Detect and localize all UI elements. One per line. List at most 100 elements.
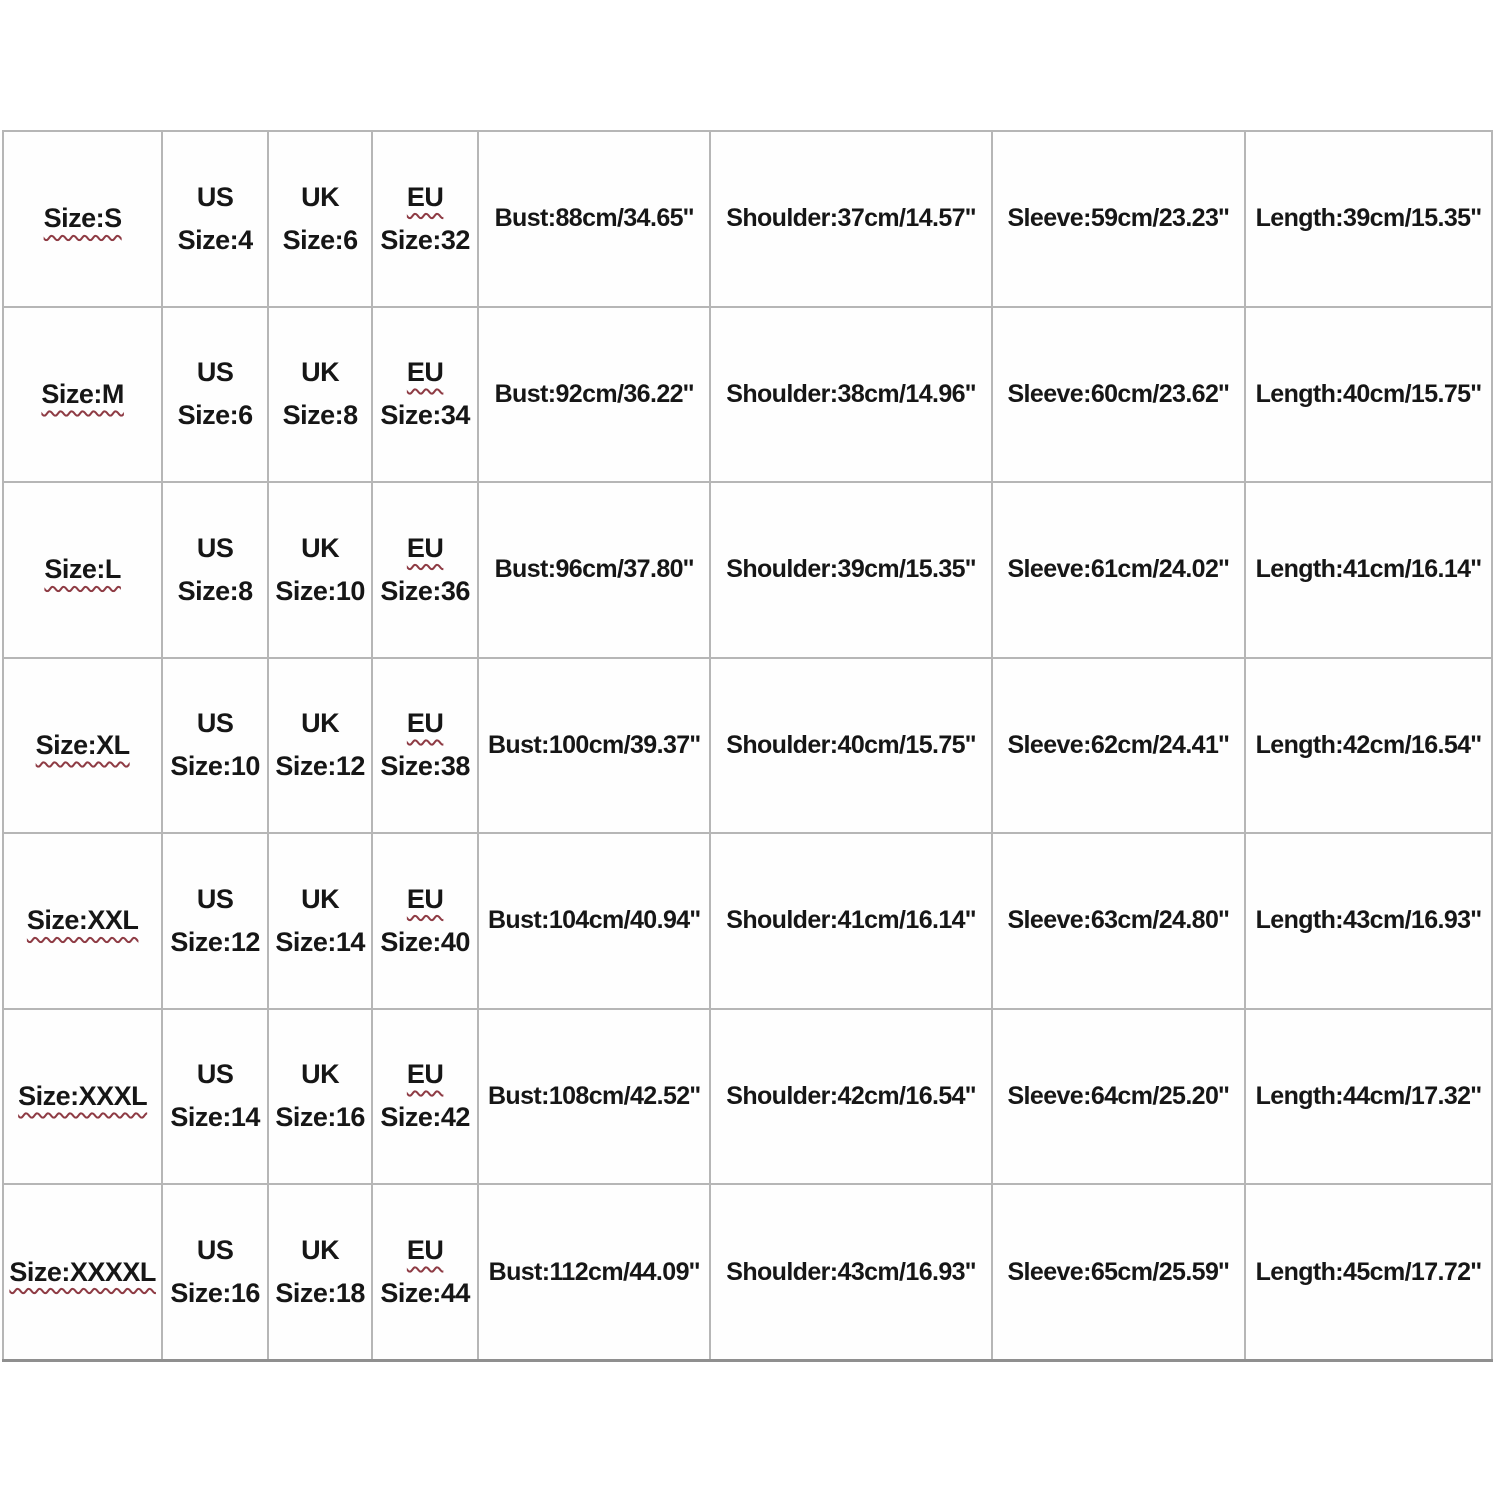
uk-value: Size:8 xyxy=(282,400,359,431)
sleeve-cell: Sleeve:65cm/25.59'' xyxy=(990,1183,1246,1362)
uk-size-cell: UK Size:14 xyxy=(267,832,374,1010)
uk-label: UK xyxy=(301,357,340,388)
shoulder-cell: Shoulder:38cm/14.96'' xyxy=(709,305,993,483)
eu-size-cell: EU Size:38 xyxy=(371,656,479,834)
size-cell: Size:XXL xyxy=(1,832,164,1010)
uk-size-cell: UK Size:8 xyxy=(267,305,374,483)
uk-value: Size:12 xyxy=(275,751,365,782)
size-label: Size:XXL xyxy=(26,905,139,936)
eu-label: EU xyxy=(406,181,444,212)
us-label: US xyxy=(196,1234,234,1265)
us-size-cell: US Size:10 xyxy=(161,656,270,834)
us-size-cell: US Size:4 xyxy=(161,130,270,308)
eu-size-cell: EU Size:42 xyxy=(371,1007,479,1185)
eu-size-cell: EU Size:34 xyxy=(371,305,479,483)
eu-label: EU xyxy=(406,357,444,388)
table-row: Size:XL US Size:10 UK Size:12 EU Size:38… xyxy=(1,656,1494,834)
shoulder-cell: Shoulder:41cm/16.14'' xyxy=(709,832,993,1010)
length-cell: Length:39cm/15.35'' xyxy=(1243,130,1494,308)
sleeve-cell: Sleeve:63cm/24.80'' xyxy=(990,832,1246,1010)
length-cell: Length:45cm/17.72'' xyxy=(1243,1183,1494,1362)
size-cell: Size:XXXL xyxy=(1,1007,164,1185)
eu-size-cell: EU Size:36 xyxy=(371,481,479,659)
eu-size-cell: EU Size:40 xyxy=(371,832,479,1010)
bust-cell: Bust:100cm/39.37'' xyxy=(476,656,712,834)
uk-size-cell: UK Size:18 xyxy=(267,1183,374,1362)
us-value: Size:10 xyxy=(170,751,260,782)
eu-value: Size:44 xyxy=(380,1278,470,1308)
length-cell: Length:41cm/16.14'' xyxy=(1243,481,1494,659)
table-row: Size:M US Size:6 UK Size:8 EU Size:34 Bu… xyxy=(1,305,1494,483)
uk-value: Size:14 xyxy=(275,926,365,957)
size-cell: Size:L xyxy=(1,481,164,659)
us-value: Size:4 xyxy=(177,224,254,255)
size-chart-table: Size:S US Size:4 UK Size:6 EU Size:32 Bu… xyxy=(1,130,1494,1362)
uk-label: UK xyxy=(301,883,340,914)
sleeve-cell: Sleeve:61cm/24.02'' xyxy=(990,481,1246,659)
uk-value: Size:10 xyxy=(275,575,365,606)
uk-size-cell: UK Size:6 xyxy=(267,130,374,308)
eu-value: Size:40 xyxy=(380,926,470,957)
length-cell: Length:44cm/17.32'' xyxy=(1243,1007,1494,1185)
shoulder-cell: Shoulder:43cm/16.93'' xyxy=(709,1183,993,1362)
eu-label: EU xyxy=(406,532,444,563)
eu-label: EU xyxy=(406,883,444,914)
eu-label: EU xyxy=(406,708,444,739)
uk-label: UK xyxy=(301,181,340,212)
sleeve-cell: Sleeve:59cm/23.23'' xyxy=(990,130,1246,308)
shoulder-cell: Shoulder:40cm/15.75'' xyxy=(709,656,993,834)
us-size-cell: US Size:14 xyxy=(161,1007,270,1185)
eu-size-cell: EU Size:32 xyxy=(371,130,479,308)
size-cell: Size:XXXXL xyxy=(1,1183,164,1362)
uk-value: Size:18 xyxy=(275,1278,365,1308)
us-size-cell: US Size:16 xyxy=(161,1183,270,1362)
size-label: Size:S xyxy=(43,203,123,234)
us-value: Size:12 xyxy=(170,926,260,957)
shoulder-cell: Shoulder:37cm/14.57'' xyxy=(709,130,993,308)
sleeve-cell: Sleeve:64cm/25.20'' xyxy=(990,1007,1246,1185)
us-size-cell: US Size:12 xyxy=(161,832,270,1010)
table-row: Size:XXL US Size:12 UK Size:14 EU Size:4… xyxy=(1,832,1494,1010)
uk-label: UK xyxy=(301,708,340,739)
size-label: Size:M xyxy=(41,378,124,409)
shoulder-cell: Shoulder:42cm/16.54'' xyxy=(709,1007,993,1185)
us-label: US xyxy=(196,883,234,914)
table-row: Size:XXXL US Size:14 UK Size:16 EU Size:… xyxy=(1,1007,1494,1185)
length-cell: Length:42cm/16.54'' xyxy=(1243,656,1494,834)
size-cell: Size:M xyxy=(1,305,164,483)
eu-value: Size:34 xyxy=(380,400,470,431)
eu-label: EU xyxy=(406,1059,444,1090)
us-label: US xyxy=(196,357,234,388)
us-size-cell: US Size:6 xyxy=(161,305,270,483)
table-row: Size:L US Size:8 UK Size:10 EU Size:36 B… xyxy=(1,481,1494,659)
uk-label: UK xyxy=(301,1234,340,1265)
eu-value: Size:32 xyxy=(380,224,470,255)
us-label: US xyxy=(196,708,234,739)
table-row: Size:S US Size:4 UK Size:6 EU Size:32 Bu… xyxy=(1,130,1494,308)
sleeve-cell: Sleeve:60cm/23.62'' xyxy=(990,305,1246,483)
length-cell: Length:43cm/16.93'' xyxy=(1243,832,1494,1010)
size-label: Size:XXXL xyxy=(18,1080,148,1111)
us-value: Size:16 xyxy=(170,1278,260,1308)
us-size-cell: US Size:8 xyxy=(161,481,270,659)
eu-value: Size:36 xyxy=(380,575,470,606)
bust-cell: Bust:88cm/34.65'' xyxy=(476,130,712,308)
us-label: US xyxy=(196,1059,234,1090)
uk-size-cell: UK Size:10 xyxy=(267,481,374,659)
us-value: Size:14 xyxy=(170,1102,260,1133)
eu-size-cell: EU Size:44 xyxy=(371,1183,479,1362)
bust-cell: Bust:112cm/44.09'' xyxy=(476,1183,712,1362)
size-cell: Size:XL xyxy=(1,656,164,834)
uk-label: UK xyxy=(301,532,340,563)
us-value: Size:8 xyxy=(177,575,254,606)
bust-cell: Bust:96cm/37.80'' xyxy=(476,481,712,659)
shoulder-cell: Shoulder:39cm/15.35'' xyxy=(709,481,993,659)
size-table-body: Size:S US Size:4 UK Size:6 EU Size:32 Bu… xyxy=(1,130,1494,1362)
eu-value: Size:42 xyxy=(380,1102,470,1133)
uk-label: UK xyxy=(301,1059,340,1090)
eu-value: Size:38 xyxy=(380,751,470,782)
table-row: Size:XXXXL US Size:16 UK Size:18 EU Size… xyxy=(1,1183,1494,1362)
size-cell: Size:S xyxy=(1,130,164,308)
sleeve-cell: Sleeve:62cm/24.41'' xyxy=(990,656,1246,834)
